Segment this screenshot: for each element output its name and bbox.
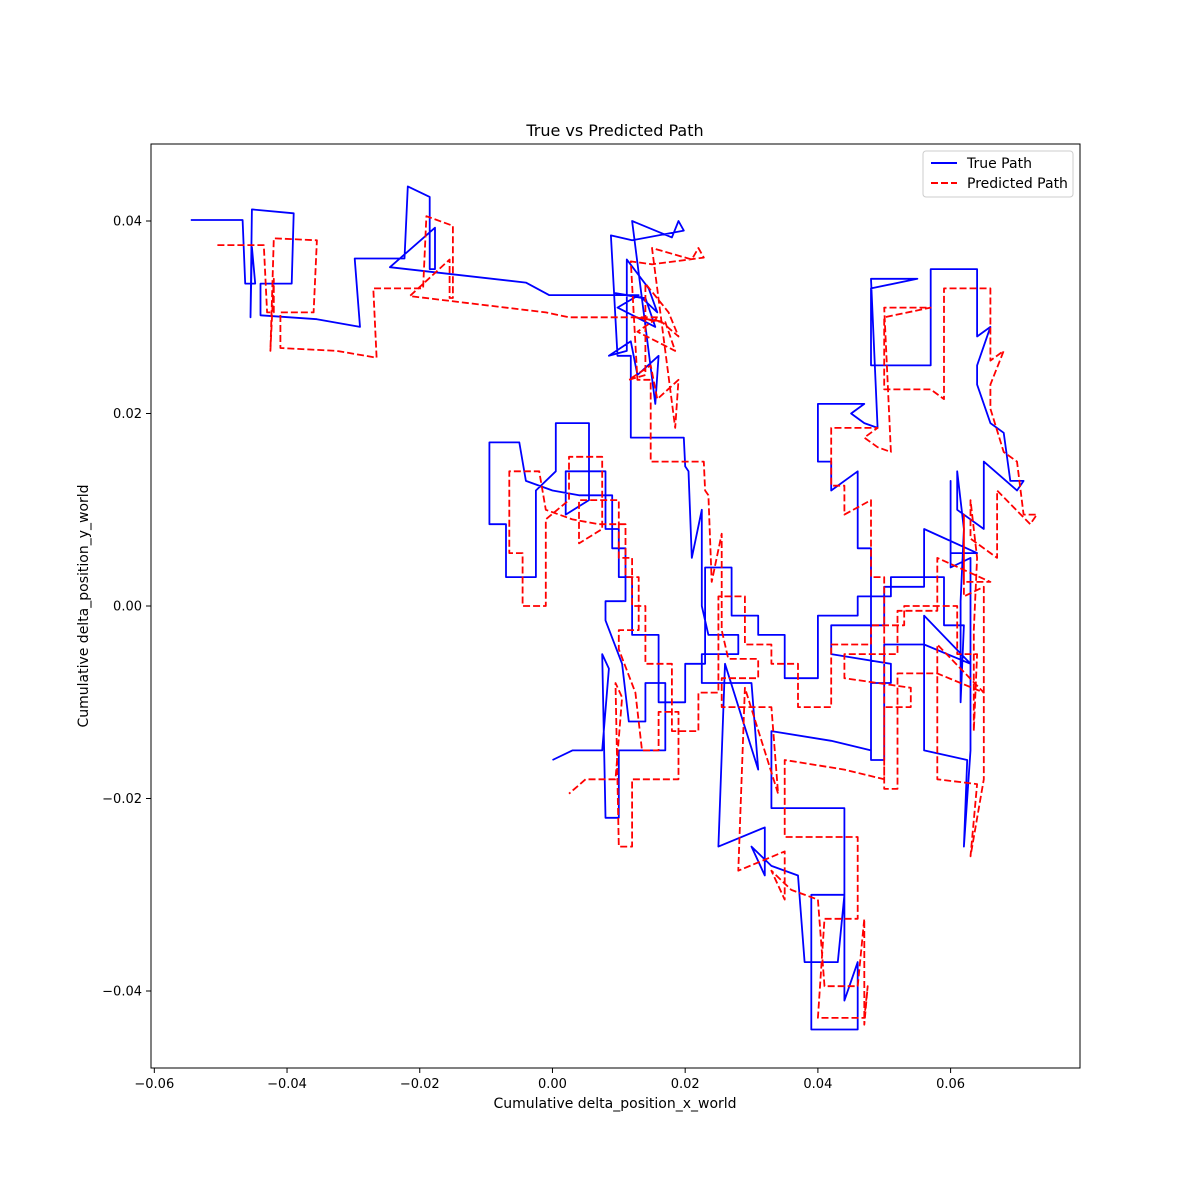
plot-area bbox=[151, 144, 1080, 1068]
x-tick-label: −0.04 bbox=[267, 1077, 307, 1092]
y-axis-label: Cumulative delta_position_y_world bbox=[76, 484, 92, 727]
legend-box bbox=[922, 150, 1074, 198]
x-tick-label: 0.06 bbox=[936, 1077, 965, 1092]
legend-label-true-path: True Path bbox=[966, 156, 1032, 172]
series-layer bbox=[190, 185, 1038, 1031]
x-tick-label: −0.02 bbox=[400, 1077, 440, 1092]
series-line-predicted-path bbox=[217, 215, 1038, 1026]
x-tick-label: 0.04 bbox=[803, 1077, 832, 1092]
x-tick-label: 0.00 bbox=[538, 1077, 567, 1092]
series-line-true-path bbox=[190, 185, 1025, 1031]
chart-title: True vs Predicted Path bbox=[525, 121, 703, 140]
legend: True Path Predicted Path bbox=[922, 150, 1074, 198]
y-tick-label: 0.04 bbox=[113, 215, 142, 230]
x-axis-label: Cumulative delta_position_x_world bbox=[493, 1096, 736, 1112]
x-tick-label: −0.06 bbox=[134, 1077, 174, 1092]
y-tick-label: 0.00 bbox=[113, 600, 142, 615]
y-axis-ticks: −0.04 −0.02 0.00 0.02 0.04 bbox=[102, 215, 151, 1000]
x-axis-ticks: −0.06 −0.04 −0.02 0.00 0.02 0.04 0.06 bbox=[134, 1068, 965, 1092]
y-tick-label: −0.02 bbox=[102, 792, 142, 807]
x-tick-label: 0.02 bbox=[671, 1077, 700, 1092]
y-tick-label: 0.02 bbox=[113, 407, 142, 422]
y-tick-label: −0.04 bbox=[102, 985, 142, 1000]
legend-label-predicted-path: Predicted Path bbox=[967, 176, 1068, 192]
